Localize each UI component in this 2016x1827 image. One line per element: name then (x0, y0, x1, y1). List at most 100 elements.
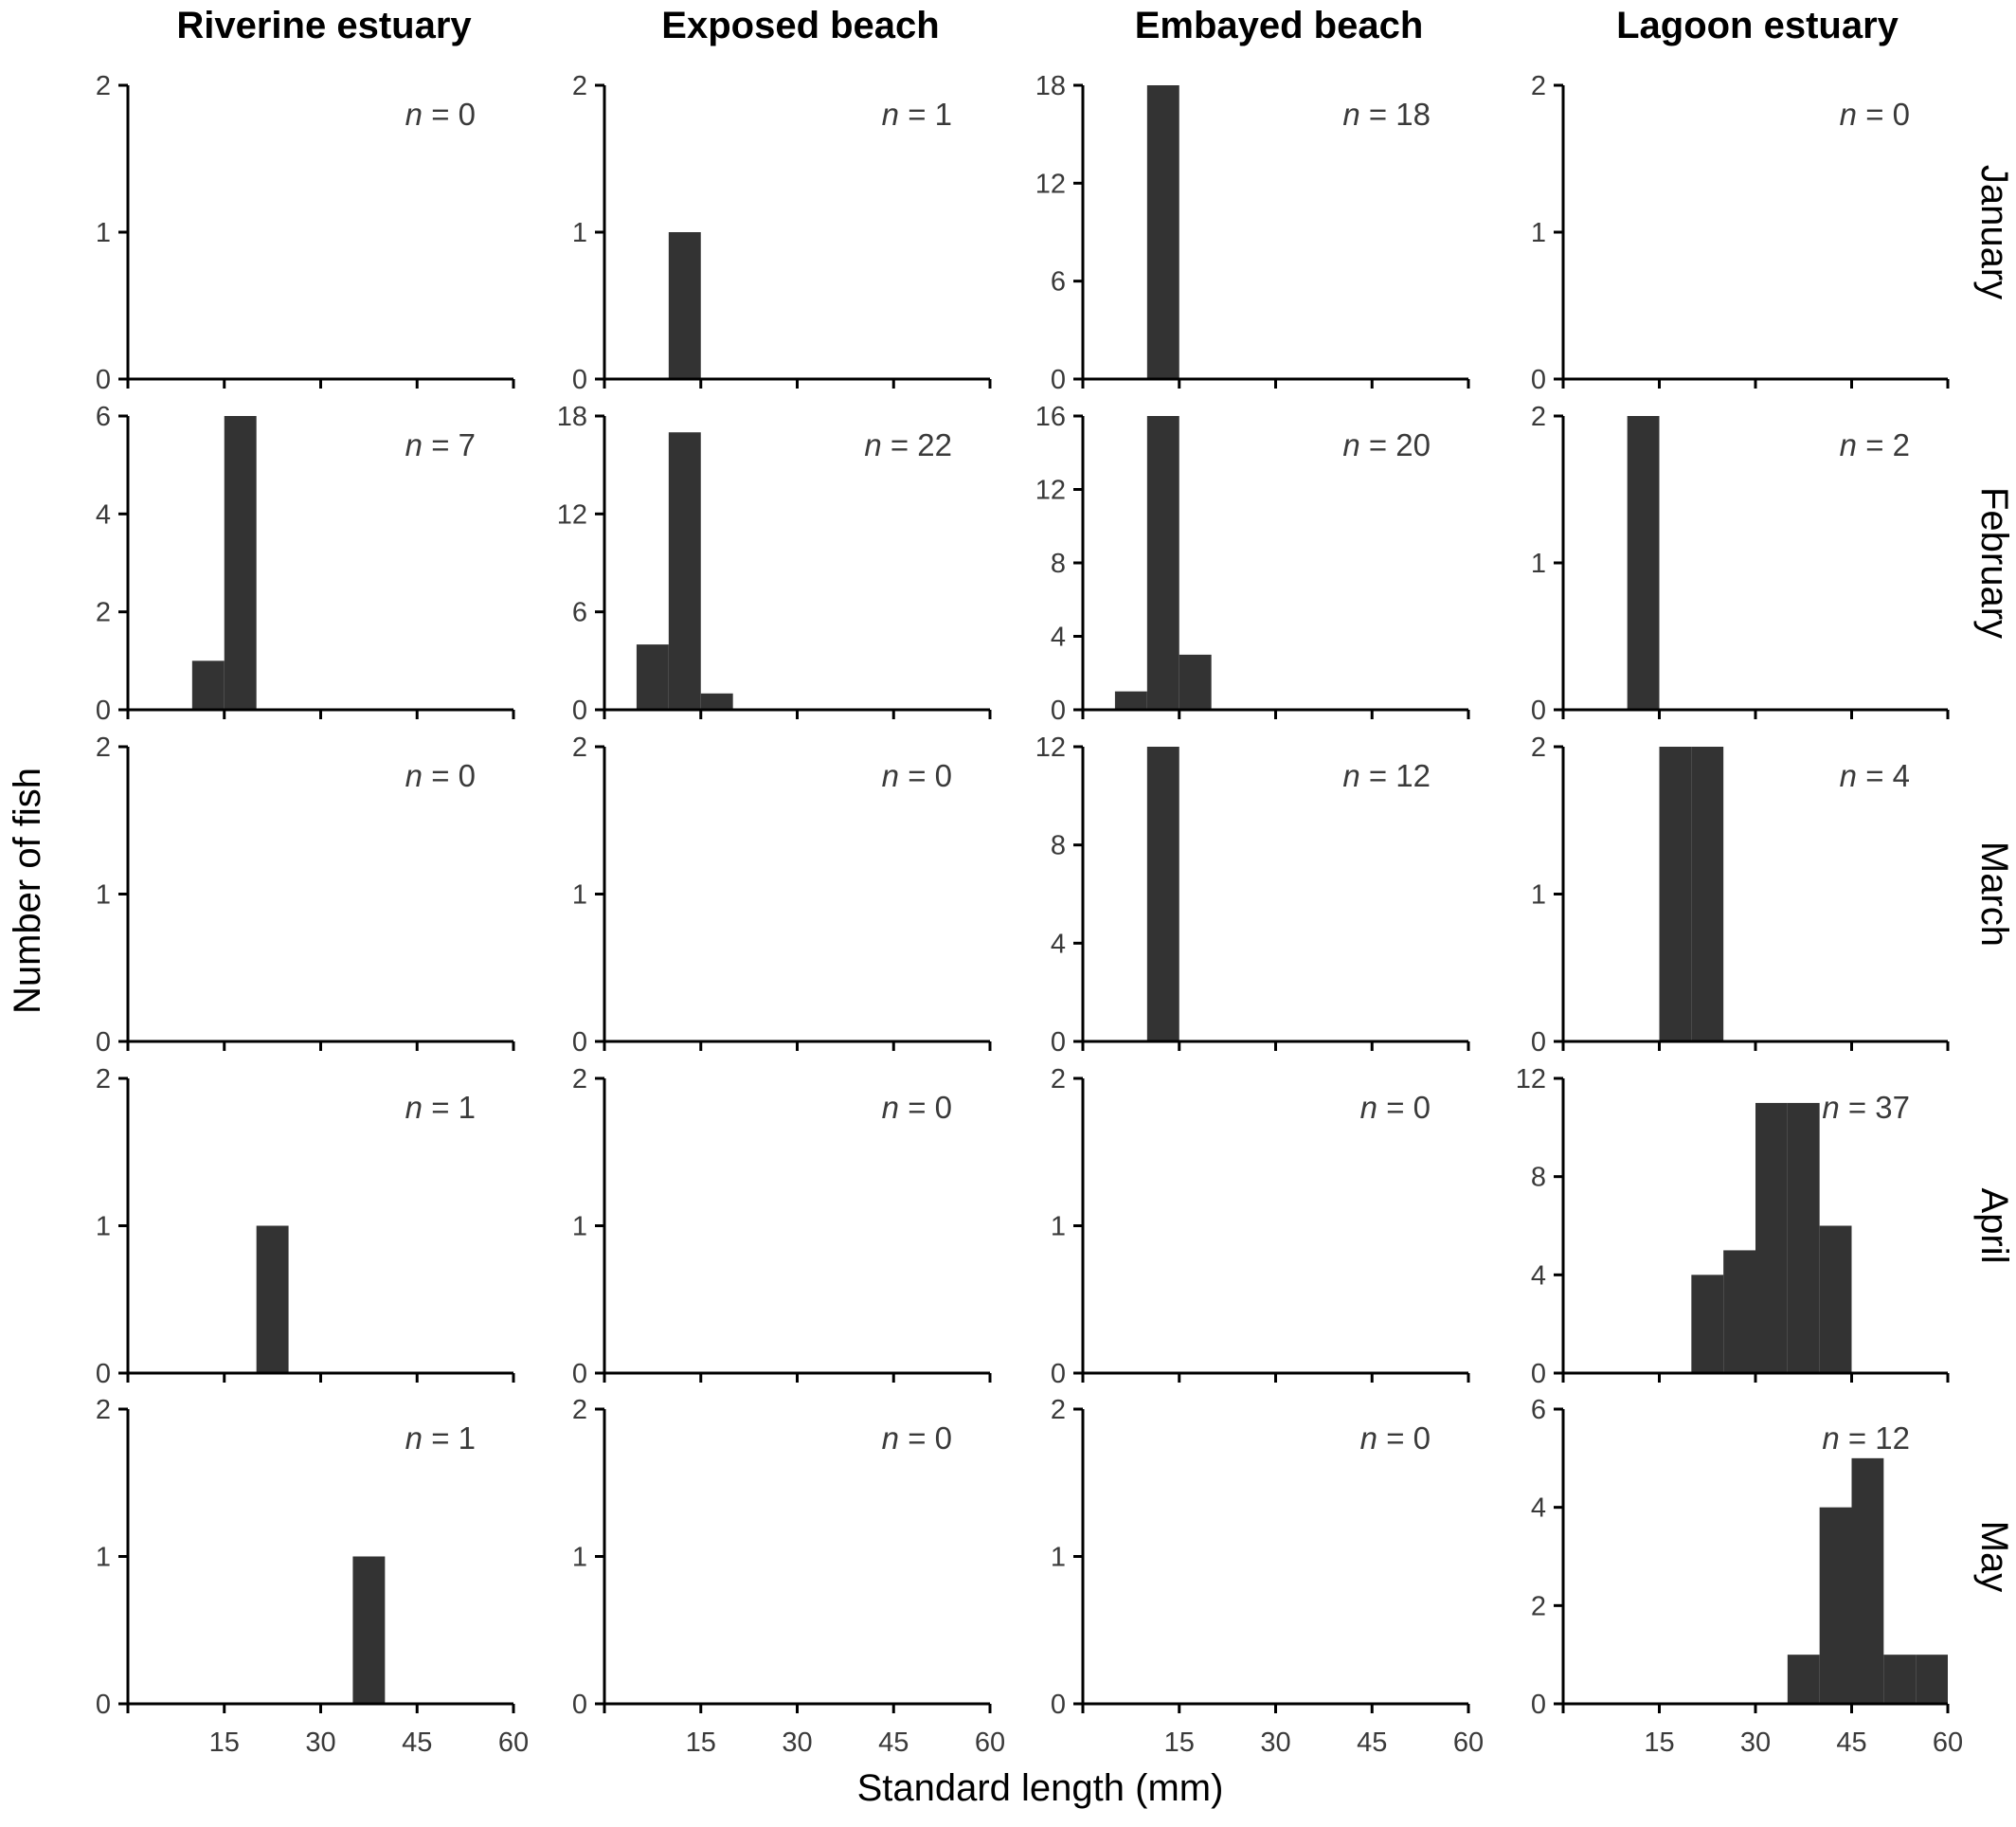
n-separator: = (1377, 1420, 1413, 1456)
y-tick-label: 2 (96, 598, 111, 628)
y-tick-label: 1 (1051, 1543, 1066, 1573)
x-tick-label: 60 (1453, 1728, 1484, 1758)
sample-size-label: n = 37 (1822, 1090, 1910, 1125)
y-tick-label: 12 (1035, 733, 1066, 763)
n-value: 0 (935, 1420, 952, 1456)
sample-size-label: n = 1 (405, 1420, 476, 1456)
n-symbol: n (882, 1090, 899, 1125)
y-tick-label: 2 (1531, 402, 1546, 432)
y-tick-label: 2 (572, 71, 587, 101)
y-tick-label: 1 (96, 218, 111, 248)
y-tick-label: 12 (1035, 169, 1066, 199)
n-value: 2 (1893, 427, 1910, 462)
n-symbol: n (1840, 758, 1857, 793)
column-titles: Riverine estuary Exposed beach Embayed bea… (176, 5, 1899, 46)
y-tick-label: 6 (572, 598, 587, 628)
histogram-bar (668, 432, 701, 710)
n-symbol: n (1342, 97, 1359, 132)
panel-february-exposed-beach: 0 6 12 18 n = 22 (557, 402, 992, 726)
y-tick-label: 4 (1051, 623, 1066, 653)
n-value: 22 (917, 427, 952, 462)
histogram-bar (1787, 1102, 1820, 1373)
n-separator: = (899, 1420, 935, 1456)
histogram-bar (1916, 1655, 1948, 1704)
histogram-bar (1883, 1655, 1917, 1704)
y-tick-label: 4 (1531, 1493, 1546, 1524)
sample-size-label: n = 0 (882, 1420, 952, 1456)
x-axis-label: Standard length (mm) (857, 1767, 1224, 1809)
n-symbol: n (882, 1420, 899, 1456)
n-symbol: n (1342, 758, 1359, 793)
column-title-exposed-beach: Exposed beach (661, 5, 939, 46)
sample-size-label: n = 0 (882, 1090, 952, 1125)
panel-march-lagoon-estuary: 0 1 2 n = 4 (1531, 733, 1950, 1058)
y-tick-label: 0 (1531, 365, 1546, 395)
y-tick-label: 18 (1035, 71, 1066, 101)
histogram-bar (636, 644, 669, 710)
column-title-lagoon-estuary: Lagoon estuary (1616, 5, 1899, 46)
n-value: 0 (459, 758, 476, 793)
y-tick-label: 2 (572, 1064, 587, 1094)
n-separator: = (423, 758, 459, 793)
histogram-bar (700, 693, 733, 710)
y-tick-label: 0 (1051, 1359, 1066, 1389)
y-tick-label: 1 (96, 880, 111, 911)
histogram-bar (352, 1556, 386, 1704)
x-tick-label: 30 (305, 1728, 335, 1758)
y-tick-label: 2 (96, 71, 111, 101)
n-symbol: n (1840, 427, 1857, 462)
y-tick-label: 2 (1051, 1064, 1066, 1094)
x-tick-label: 60 (975, 1728, 1005, 1758)
y-tick-label: 1 (1531, 218, 1546, 248)
panel-may-embayed-beach: 0 1 2 15 30 45 60 n = 0 (1051, 1395, 1484, 1758)
sample-size-label: n = 1 (882, 97, 952, 132)
y-tick-label: 2 (572, 1395, 587, 1425)
panel-february-riverine-estuary: 0 2 4 6 n = 7 (96, 402, 515, 726)
sample-size-label: n = 12 (1822, 1420, 1910, 1456)
n-value: 0 (935, 1090, 952, 1125)
histogram-bar (224, 416, 257, 710)
n-separator: = (423, 427, 459, 462)
sample-size-label: n = 7 (405, 427, 476, 462)
n-separator: = (1840, 1090, 1876, 1125)
n-separator: = (899, 97, 935, 132)
sample-size-label: n = 0 (405, 758, 476, 793)
y-tick-label: 4 (96, 499, 111, 530)
n-value: 0 (935, 758, 952, 793)
sample-size-label: n = 1 (405, 1090, 476, 1125)
y-tick-label: 0 (572, 1690, 587, 1720)
panel-april-lagoon-estuary: 0 4 8 12 n = 37 (1516, 1064, 1950, 1389)
y-tick-label: 4 (1051, 929, 1066, 959)
column-title-embayed-beach: Embayed beach (1135, 5, 1424, 46)
x-tick-label: 15 (209, 1728, 240, 1758)
row-label-january: January (1973, 165, 2015, 299)
n-symbol: n (405, 1090, 423, 1125)
histogram-bar (1691, 1275, 1724, 1373)
n-symbol: n (864, 427, 881, 462)
x-tick-label: 45 (402, 1728, 432, 1758)
panel-january-lagoon-estuary: 0 1 2 n = 0 (1531, 71, 1950, 395)
y-tick-label: 0 (1051, 1027, 1066, 1058)
row-label-april: April (1973, 1187, 2015, 1263)
n-separator: = (882, 427, 918, 462)
n-value: 20 (1395, 427, 1431, 462)
y-tick-label: 2 (1531, 733, 1546, 763)
y-tick-label: 12 (557, 499, 587, 530)
y-tick-label: 8 (1051, 831, 1066, 861)
n-symbol: n (1840, 97, 1857, 132)
x-tick-label: 15 (1644, 1728, 1674, 1758)
panel-april-embayed-beach: 0 1 2 n = 0 (1051, 1064, 1470, 1389)
n-symbol: n (1822, 1420, 1839, 1456)
n-value: 18 (1395, 97, 1431, 132)
y-tick-label: 0 (1051, 1690, 1066, 1720)
y-tick-label: 6 (96, 402, 111, 432)
sample-size-label: n = 0 (1360, 1420, 1431, 1456)
histogram-bar (1755, 1102, 1788, 1373)
n-symbol: n (882, 758, 899, 793)
n-symbol: n (882, 97, 899, 132)
histogram-bar (1627, 416, 1660, 710)
y-tick-label: 2 (1051, 1395, 1066, 1425)
